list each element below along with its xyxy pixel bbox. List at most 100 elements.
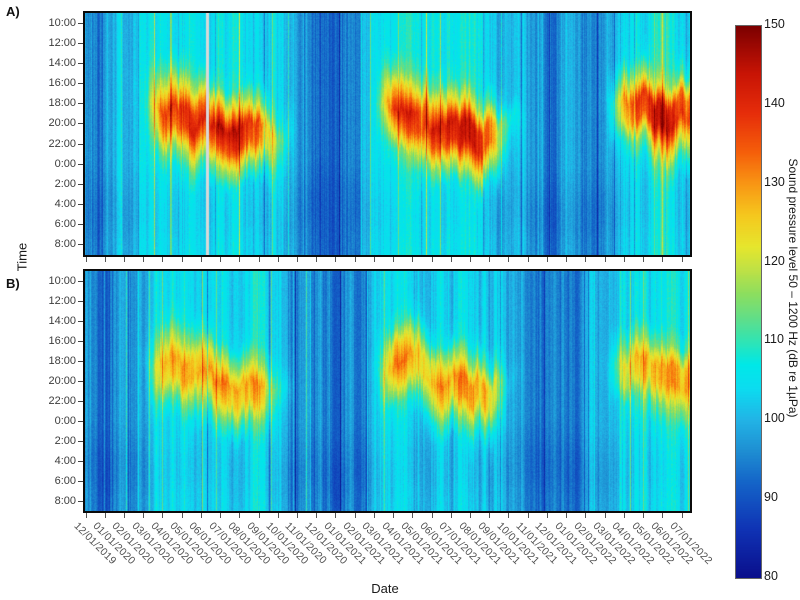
x-tick-mark-panel-b	[296, 513, 298, 518]
colorbar-tick-label: 80	[764, 569, 778, 583]
y-tick-label: 16:00	[48, 77, 76, 90]
y-tick-label: 4:00	[54, 198, 76, 211]
x-tick-mark-panel-b	[681, 513, 683, 518]
y-tick-mark	[78, 204, 83, 206]
x-tick-mark-panel-a	[354, 257, 356, 262]
y-tick-mark	[78, 163, 83, 165]
x-tick-mark-panel-a	[373, 257, 375, 262]
y-tick-label: 18:00	[48, 97, 76, 110]
y-tick-label: 12:00	[48, 36, 76, 49]
y-tick-mark	[78, 244, 83, 246]
x-tick-mark-panel-a	[662, 257, 664, 262]
y-tick-label: 6:00	[54, 218, 76, 231]
y-tick-mark	[78, 62, 83, 64]
heatmap-panel-b	[83, 269, 692, 513]
y-tick-label: 22:00	[48, 394, 76, 407]
x-tick-mark-panel-a	[566, 257, 568, 262]
x-tick-mark-panel-a	[104, 257, 106, 262]
x-tick-mark-panel-a	[258, 257, 260, 262]
x-tick-mark-panel-a	[604, 257, 606, 262]
y-tick-label: 8:00	[54, 494, 76, 507]
x-tick-mark-panel-b	[316, 513, 318, 518]
x-tick-mark-panel-b	[239, 513, 241, 518]
x-tick-mark-panel-b	[393, 513, 395, 518]
x-tick-mark-panel-b	[200, 513, 202, 518]
x-tick-mark-panel-b	[85, 513, 87, 518]
colorbar-tick-label: 100	[764, 411, 785, 426]
x-tick-mark-panel-b	[566, 513, 568, 518]
x-tick-mark-panel-a	[527, 257, 529, 262]
x-tick-mark-panel-b	[508, 513, 510, 518]
x-tick-mark-panel-a	[681, 257, 683, 262]
colorbar-title: Sound pressure level 50 – 1200 Hz (dB re…	[786, 158, 800, 418]
x-tick-mark-panel-a	[412, 257, 414, 262]
y-tick-mark	[78, 42, 83, 44]
x-tick-mark-panel-a	[546, 257, 548, 262]
x-tick-mark-panel-b	[623, 513, 625, 518]
x-tick-mark-panel-a	[643, 257, 645, 262]
x-tick-mark-panel-a	[470, 257, 472, 262]
x-tick-mark-panel-a	[143, 257, 145, 262]
x-tick-mark-panel-b	[604, 513, 606, 518]
x-tick-mark-panel-a	[162, 257, 164, 262]
y-tick-label: 14:00	[48, 314, 76, 327]
colorbar	[735, 25, 762, 579]
x-tick-mark-panel-b	[450, 513, 452, 518]
x-tick-mark-panel-b	[143, 513, 145, 518]
y-tick-mark	[78, 460, 83, 462]
x-tick-mark-panel-a	[508, 257, 510, 262]
heatmap-panel-a	[83, 11, 692, 257]
y-tick-label: 0:00	[54, 414, 76, 427]
x-tick-mark-panel-a	[277, 257, 279, 262]
y-tick-label: 18:00	[48, 354, 76, 367]
x-tick-mark-panel-a	[123, 257, 125, 262]
colorbar-tick-label: 150	[764, 17, 785, 31]
x-tick-mark-panel-b	[123, 513, 125, 518]
x-tick-mark-panel-a	[450, 257, 452, 262]
x-tick-mark-panel-b	[662, 513, 664, 518]
x-tick-mark-panel-b	[162, 513, 164, 518]
x-tick-mark-panel-b	[258, 513, 260, 518]
x-tick-mark-panel-a	[623, 257, 625, 262]
y-tick-label: 0:00	[54, 157, 76, 170]
y-axis-title: Time	[14, 242, 30, 272]
x-tick-mark-panel-b	[354, 513, 356, 518]
x-tick-mark-panel-b	[181, 513, 183, 518]
y-tick-mark	[78, 103, 83, 105]
y-tick-mark	[78, 22, 83, 24]
x-tick-mark-panel-a	[239, 257, 241, 262]
y-tick-mark	[78, 340, 83, 342]
x-tick-mark-panel-b	[489, 513, 491, 518]
x-tick-mark-panel-b	[643, 513, 645, 518]
panel-b-label: B)	[6, 276, 20, 291]
y-tick-mark	[78, 143, 83, 145]
x-tick-mark-panel-a	[316, 257, 318, 262]
y-tick-label: 2:00	[54, 434, 76, 447]
x-tick-mark-panel-b	[335, 513, 337, 518]
y-tick-label: 20:00	[48, 117, 76, 130]
x-tick-mark-panel-a	[335, 257, 337, 262]
y-tick-label: 20:00	[48, 374, 76, 387]
y-tick-label: 2:00	[54, 177, 76, 190]
y-tick-label: 10:00	[48, 274, 76, 287]
x-tick-mark-panel-a	[296, 257, 298, 262]
x-tick-mark-panel-a	[393, 257, 395, 262]
x-tick-mark-panel-a	[431, 257, 433, 262]
x-tick-mark-panel-a	[200, 257, 202, 262]
x-tick-mark-panel-b	[277, 513, 279, 518]
x-tick-mark-panel-b	[431, 513, 433, 518]
y-tick-mark	[78, 380, 83, 382]
colorbar-tick-label: 110	[764, 332, 784, 347]
y-tick-mark	[78, 300, 83, 302]
colorbar-tick-label: 130	[764, 174, 785, 189]
x-tick-mark-panel-a	[220, 257, 222, 262]
x-tick-mark-panel-b	[470, 513, 472, 518]
x-tick-mark-panel-b	[527, 513, 529, 518]
x-tick-mark-panel-a	[85, 257, 87, 262]
colorbar-tick-label: 120	[764, 253, 785, 268]
x-tick-mark-panel-a	[181, 257, 183, 262]
x-tick-mark-panel-b	[585, 513, 587, 518]
y-tick-mark	[78, 360, 83, 362]
y-tick-label: 10:00	[48, 16, 76, 29]
